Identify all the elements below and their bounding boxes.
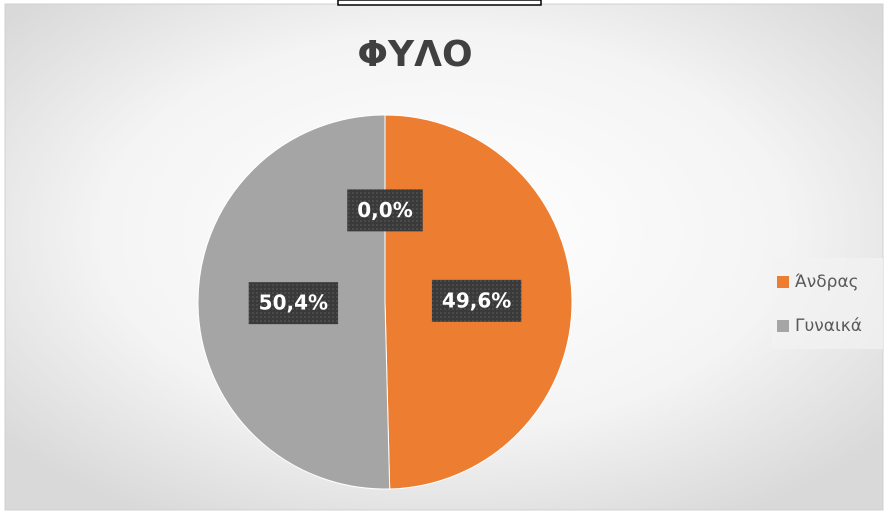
top-box	[337, 0, 542, 6]
legend-label: Γυναικά	[795, 316, 862, 336]
legend-swatch	[777, 276, 789, 288]
chart-title: ΦΥΛΟ	[357, 34, 472, 75]
legend-box	[772, 258, 883, 349]
data-label-text: 0,0%	[357, 198, 412, 222]
data-label-box	[347, 189, 423, 232]
data-label-box	[431, 279, 522, 322]
data-label-box	[248, 282, 339, 325]
legend-label: Άνδρας	[795, 272, 859, 292]
data-label-text: 49,6%	[442, 288, 511, 312]
legend-swatch	[777, 320, 789, 332]
data-label-text: 50,4%	[259, 291, 328, 315]
